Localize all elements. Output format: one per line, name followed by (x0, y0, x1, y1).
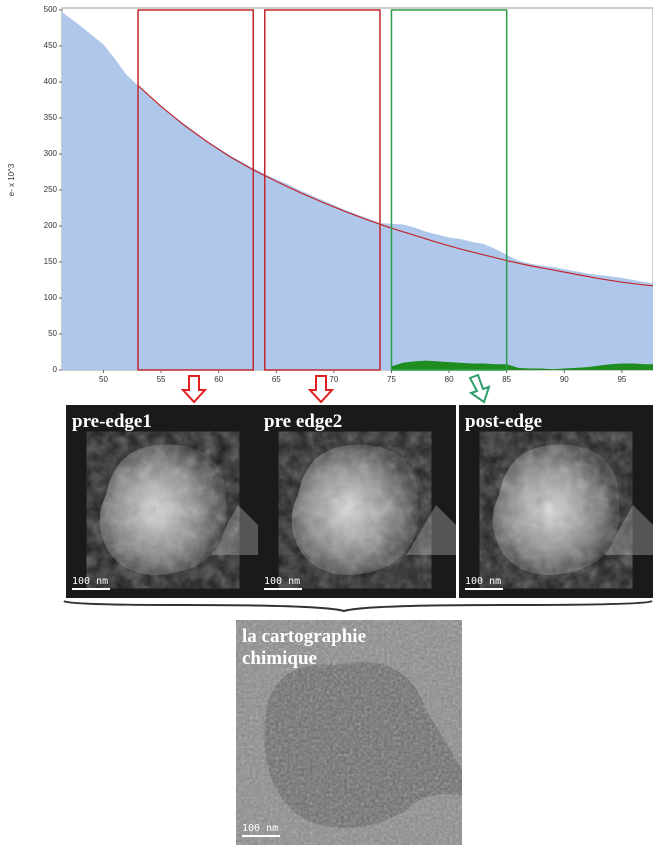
y-tick-label: 50 (48, 329, 57, 338)
edge-image: pre-edge1 100 nm (66, 405, 258, 598)
y-tick-label: 350 (44, 113, 58, 122)
x-tick-label: 80 (445, 375, 454, 384)
particle-image (66, 405, 258, 598)
fit-line (137, 85, 653, 287)
x-tick-label: 65 (272, 375, 281, 384)
particle-image (258, 405, 456, 598)
spectrum-area (391, 360, 653, 370)
spectrum-area (62, 12, 653, 370)
scale-bar: 100 nm (72, 576, 111, 590)
panel-label: post-edge (465, 411, 543, 432)
x-tick-label: 50 (99, 375, 108, 384)
x-tick-label: 55 (157, 375, 166, 384)
y-tick-label: 0 (53, 365, 58, 374)
result-image: la cartographie chimique 100 nm (236, 620, 462, 845)
result-label: la cartographie chimique (242, 626, 367, 669)
x-tick-label: 70 (329, 375, 338, 384)
x-tick-label: 60 (214, 375, 223, 384)
x-tick-label: 85 (502, 375, 511, 384)
panel-label: pre-edge1 (72, 411, 152, 432)
y-axis-label: e- x 10^3 (7, 163, 16, 196)
y-tick-label: 150 (44, 257, 58, 266)
edge-image: pre edge2 100 nm (258, 405, 456, 598)
chart: e- x 10^3 eV 050100150200250300350400450… (7, 5, 653, 384)
x-tick-label: 90 (560, 375, 569, 384)
y-tick-label: 500 (44, 5, 58, 14)
scale-bar: 100 nm (465, 576, 504, 590)
x-tick-label: 75 (387, 375, 396, 384)
y-tick-label: 100 (44, 293, 58, 302)
y-tick-label: 400 (44, 77, 58, 86)
y-tick-label: 450 (44, 41, 58, 50)
result-texture (236, 620, 462, 845)
x-tick-label: 95 (617, 375, 626, 384)
energy-window (264, 9, 381, 371)
brace (63, 600, 653, 613)
panel-label: pre edge2 (264, 411, 343, 432)
y-tick-label: 200 (44, 221, 58, 230)
scale-bar: 100 nm (264, 576, 303, 590)
scale-bar: 100 nm (242, 823, 281, 837)
energy-window (137, 9, 254, 371)
edge-image: post-edge 100 nm (459, 405, 653, 598)
y-tick-label: 250 (44, 185, 58, 194)
y-tick-label: 300 (44, 149, 58, 158)
particle-image (459, 405, 653, 598)
